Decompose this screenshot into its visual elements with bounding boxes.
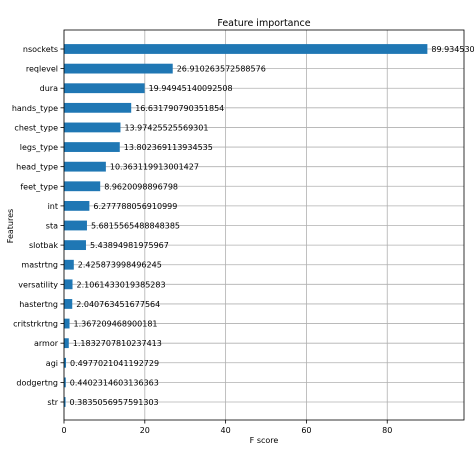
bar-mastrtng <box>64 259 74 270</box>
bar-nsockets <box>64 44 428 54</box>
y-tick-label-hastertng: hastertng <box>19 300 58 309</box>
y-axis-label: Features <box>6 209 15 243</box>
x-tick-label: 20 <box>140 426 150 435</box>
value-label-head_type: 10.363119913001427 <box>110 163 199 172</box>
y-tick-label-agi: agi <box>46 359 58 368</box>
value-label-dura: 19.94945140092508 <box>149 84 233 93</box>
y-tick-label-reqlevel: reqlevel <box>26 65 58 74</box>
x-axis-label: F score <box>250 436 279 445</box>
y-tick-label-dodgertng: dodgertng <box>16 378 58 387</box>
y-tick-label-mastrtng: mastrtng <box>21 261 58 270</box>
bar-dodgertng <box>64 377 66 388</box>
bar-slotbak <box>64 240 86 251</box>
y-tick-label-slotbak: slotbak <box>29 241 58 250</box>
y-tick-label-str: str <box>47 398 58 407</box>
y-tick-label-versatility: versatility <box>18 280 58 289</box>
y-tick-label-armor: armor <box>34 339 59 348</box>
value-label-int: 6.277788056910999 <box>93 202 177 211</box>
value-label-mastrtng: 2.425873998496245 <box>78 261 162 270</box>
value-label-sta: 5.6815565488848385 <box>91 222 180 231</box>
value-label-hastertng: 2.040763451677564 <box>76 300 160 309</box>
y-tick-labels-group: nsockets reqlevel dura hands_type chest_type… <box>12 45 64 407</box>
value-label-slotbak: 5.43894981975967 <box>90 241 169 250</box>
y-tick-label-nsockets: nsockets <box>23 45 58 54</box>
value-label-reqlevel: 26.910263572588576 <box>177 65 266 74</box>
bars-group <box>64 44 428 407</box>
x-tick-label: 40 <box>221 426 231 435</box>
bar-int <box>64 200 90 211</box>
value-label-dodgertng: 0.4402314603136363 <box>70 378 159 387</box>
value-label-hands_type: 16.631790790351854 <box>135 104 224 113</box>
y-tick-label-legs_type: legs_type <box>20 143 58 152</box>
bar-chest_type <box>64 122 121 133</box>
y-tick-label-int: int <box>48 202 58 211</box>
x-tick-labels-group: 0 20 40 60 80 <box>61 420 392 435</box>
bar-versatility <box>64 279 73 290</box>
bar-dura <box>64 83 145 94</box>
x-tick-label: 60 <box>301 426 311 435</box>
value-label-versatility: 2.1061433019385283 <box>77 280 166 289</box>
y-tick-label-sta: sta <box>46 222 58 231</box>
bar-legs_type <box>64 142 120 152</box>
chart-title: Feature importance <box>217 18 310 29</box>
y-tick-label-head_type: head_type <box>16 163 58 172</box>
y-tick-label-chest_type: chest_type <box>14 123 58 132</box>
value-label-str: 0.3835056957591303 <box>70 398 159 407</box>
bar-hands_type <box>64 102 132 113</box>
value-label-nsockets: 89.9345308 <box>431 45 474 54</box>
bar-agi <box>64 357 67 368</box>
value-label-armor: 1.1832707810237413 <box>73 339 162 348</box>
bar-feet_type <box>64 181 101 192</box>
bar-critstrkrtng <box>64 318 70 329</box>
bar-armor <box>64 338 69 349</box>
x-tick-label: 80 <box>382 426 392 435</box>
y-tick-label-hands_type: hands_type <box>12 104 58 113</box>
value-label-chest_type: 13.97425525569301 <box>124 123 208 132</box>
x-tick-label: 0 <box>61 426 66 435</box>
value-label-legs_type: 13.802369113934535 <box>124 143 213 152</box>
y-tick-label-dura: dura <box>40 84 58 93</box>
bar-str <box>64 397 66 407</box>
plot-frame <box>63 29 465 421</box>
value-label-agi: 0.4977021041192729 <box>70 359 159 368</box>
bar-reqlevel <box>64 63 173 74</box>
value-label-critstrkrtng: 1.367209468900181 <box>74 320 158 329</box>
bar-head_type <box>64 161 106 172</box>
value-label-feet_type: 8.9620098896798 <box>104 182 178 191</box>
bar-hastertng <box>64 299 73 309</box>
y-tick-label-feet_type: feet_type <box>20 182 58 191</box>
y-tick-label-critstrkrtng: critstrkrtng <box>13 320 58 329</box>
value-labels-group: 89.9345308 26.910263572588576 19.949451400… <box>70 45 474 407</box>
bar-sta <box>64 220 87 231</box>
